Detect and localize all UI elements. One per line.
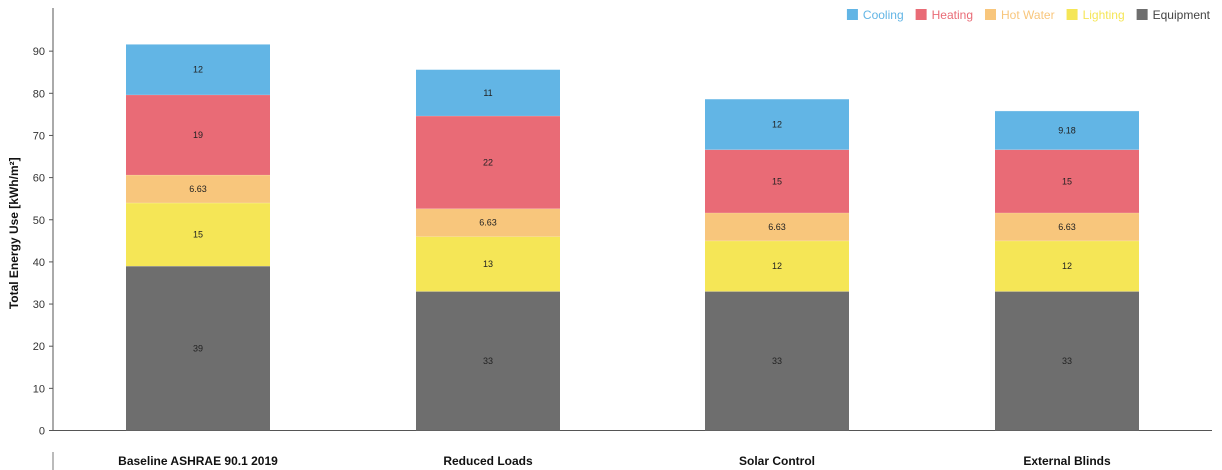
bar-segment-cooling-reduced-loads (416, 69, 560, 116)
bar-segment-cooling-external-blinds (995, 110, 1139, 150)
chart-bars (126, 43, 1139, 431)
bar-segment-equipment-baseline-ashrae-90-1-2019 (126, 266, 270, 431)
legend-swatch-cooling (846, 9, 858, 20)
data-label-heating: 19 (193, 130, 203, 140)
bar-segment-equipment-reduced-loads (416, 291, 560, 431)
data-label-cooling: 12 (193, 65, 203, 75)
bar-segment-lighting-external-blinds (995, 240, 1139, 292)
legend-label-lighting: Lighting (1083, 8, 1125, 22)
category-label: Baseline ASHRAE 90.1 2019 (118, 454, 278, 468)
bar-segment-hot-water-reduced-loads (416, 208, 560, 237)
y-tick-label: 90 (33, 46, 45, 58)
category-labels: Baseline ASHRAE 90.1 2019 Reduced Loads So… (118, 454, 1111, 468)
y-tick-label: 70 (33, 130, 45, 142)
data-label-lighting: 15 (193, 230, 203, 240)
data-label-lighting: 13 (483, 259, 493, 269)
legend-label-hot-water: Hot Water (1001, 8, 1055, 22)
data-label-cooling: 9.18 (1058, 125, 1076, 135)
bar-segment-lighting-reduced-loads (416, 236, 560, 292)
y-tick-label: 40 (33, 257, 45, 269)
legend-swatch-equipment (1136, 9, 1148, 20)
y-tick-label: 60 (33, 173, 45, 185)
bar-segment-heating-solar-control (705, 149, 849, 213)
legend-label-cooling: Cooling (863, 8, 904, 22)
legend-swatch-heating (915, 9, 927, 20)
data-label-cooling: 11 (483, 88, 492, 98)
bar-segment-equipment-external-blinds (995, 291, 1139, 431)
bar-segment-lighting-baseline-ashrae-90-1-2019 (126, 202, 270, 267)
data-label-heating: 15 (1062, 176, 1072, 186)
data-label-hot-water: 6.63 (189, 184, 207, 194)
y-tick-label: 30 (33, 299, 45, 311)
chart-data-labels: 39 15 6.63 19 12 33 13 6.63 22 11 33 12 6.63 15 12 33 12… (189, 65, 1076, 366)
bar-segment-heating-baseline-ashrae-90-1-2019 (126, 94, 270, 175)
category-label: External Blinds (1023, 454, 1111, 468)
bar-segment-cooling-baseline-ashrae-90-1-2019 (126, 44, 270, 95)
bar-segment-hot-water-baseline-ashrae-90-1-2019 (126, 174, 270, 203)
data-label-equipment: 39 (193, 343, 203, 353)
data-label-equipment: 33 (772, 356, 782, 366)
y-tick-label: 20 (33, 341, 45, 353)
y-tick-label: 80 (33, 88, 45, 100)
bar-segment-hot-water-external-blinds (995, 212, 1139, 241)
data-label-heating: 15 (772, 176, 782, 186)
data-label-hot-water: 6.63 (479, 218, 497, 228)
data-label-lighting: 12 (1062, 261, 1072, 271)
data-label-lighting: 12 (772, 261, 782, 271)
y-tick-label: 50 (33, 215, 45, 227)
y-axis-title: Total Energy Use [kWh/m²] (7, 157, 21, 309)
bar-segment-cooling-solar-control (705, 99, 849, 150)
category-label: Reduced Loads (443, 454, 533, 468)
legend-swatch-lighting (1066, 9, 1078, 20)
chart-legend: Cooling Heating Hot Water Lighting Equipment (846, 8, 1211, 22)
bar-segment-lighting-solar-control (705, 240, 849, 292)
legend-label-heating: Heating (932, 8, 973, 22)
bar-segment-heating-external-blinds (995, 149, 1139, 213)
data-label-equipment: 33 (1062, 356, 1072, 366)
data-label-hot-water: 6.63 (1058, 222, 1076, 232)
data-label-hot-water: 6.63 (768, 222, 786, 232)
legend-label-equipment: Equipment (1153, 8, 1211, 22)
legend-swatch-hot-water (985, 9, 996, 20)
y-tick-label: 10 (33, 383, 45, 395)
bar-segment-equipment-solar-control (705, 291, 849, 431)
data-label-equipment: 33 (483, 356, 493, 366)
bar-segment-heating-reduced-loads (416, 115, 560, 209)
bar-segment-hot-water-solar-control (705, 212, 849, 241)
data-label-cooling: 12 (772, 119, 782, 129)
category-label: Solar Control (739, 454, 815, 468)
data-label-heating: 22 (483, 157, 493, 167)
y-tick-label: 0 (39, 426, 45, 438)
